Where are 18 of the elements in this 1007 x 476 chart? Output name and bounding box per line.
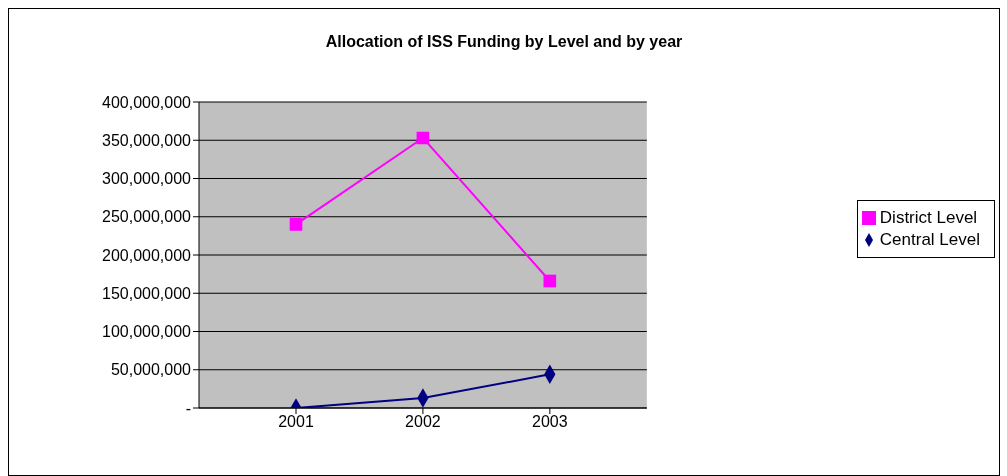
- chart-title: Allocation of ISS Funding by Level and by year: [324, 33, 684, 51]
- y-tick-label: 350,000,000: [102, 131, 192, 149]
- y-tick-label: 200,000,000: [102, 246, 192, 264]
- point: [416, 131, 430, 145]
- x-tick-label: 2001: [278, 413, 314, 431]
- y-tick-label: 300,000,000: [102, 170, 192, 188]
- legend-label: Central Level: [879, 229, 980, 249]
- point: [289, 218, 303, 231]
- y-tick-label: -: [185, 399, 191, 417]
- y-tick-label: 250,000,000: [102, 208, 192, 226]
- x-tick-label: 2002: [405, 413, 441, 431]
- x-tick-label: 2003: [532, 413, 568, 431]
- y-tick-label: 50,000,000: [110, 361, 192, 379]
- y-tick-label: 400,000,000: [102, 93, 192, 111]
- y-tick-label: 150,000,000: [102, 284, 192, 302]
- legend-label: District Level: [879, 207, 978, 227]
- point: [543, 274, 557, 288]
- y-tick-label: 100,000,000: [102, 323, 192, 341]
